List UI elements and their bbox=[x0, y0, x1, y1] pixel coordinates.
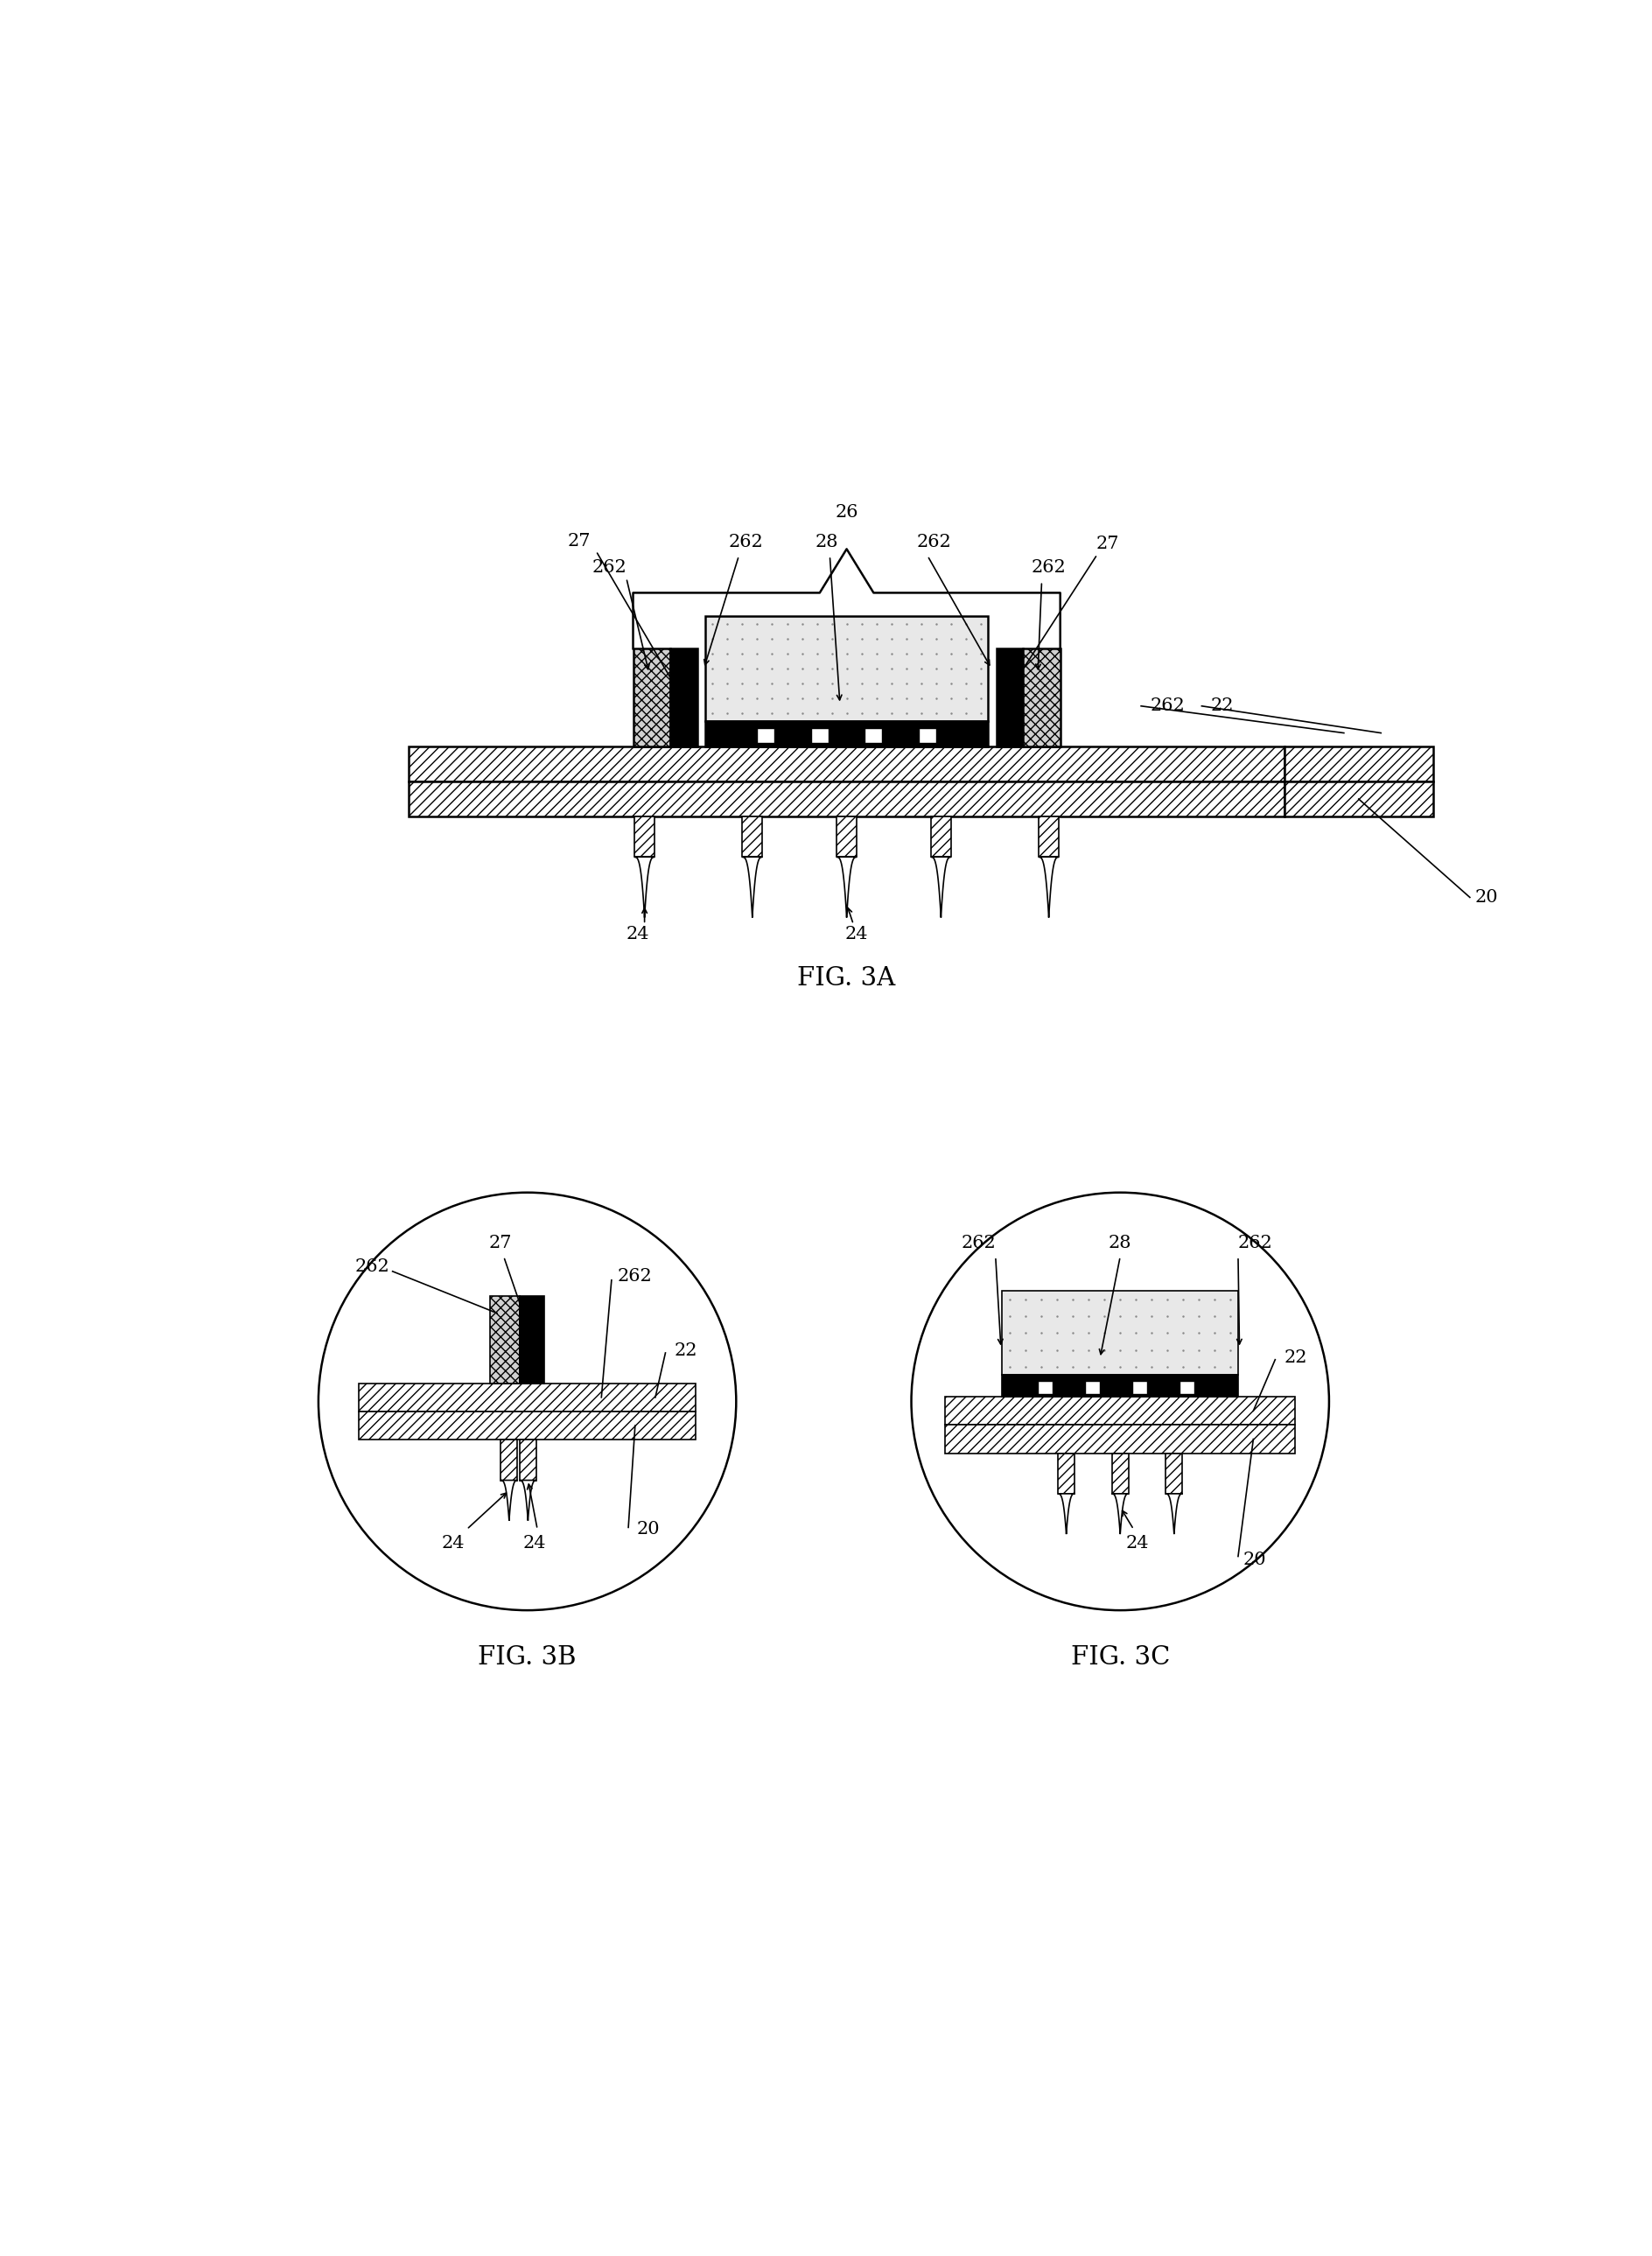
Bar bbox=[491, 1295, 520, 1383]
Text: 20: 20 bbox=[1475, 889, 1498, 905]
Bar bbox=[757, 729, 775, 742]
Bar bbox=[1037, 1381, 1052, 1394]
Bar bbox=[945, 1396, 1295, 1426]
Polygon shape bbox=[1039, 857, 1059, 918]
Text: 24: 24 bbox=[441, 1534, 464, 1552]
Bar bbox=[358, 1383, 695, 1412]
Text: 27: 27 bbox=[1095, 537, 1118, 553]
Text: 27: 27 bbox=[568, 532, 591, 548]
Text: 262: 262 bbox=[1031, 559, 1066, 575]
Text: 24: 24 bbox=[846, 927, 869, 943]
Text: 24: 24 bbox=[522, 1534, 545, 1552]
Text: 262: 262 bbox=[618, 1268, 653, 1286]
Bar bbox=[1085, 1381, 1100, 1394]
Bar bbox=[945, 1426, 1295, 1453]
Bar bbox=[358, 1412, 695, 1439]
Bar bbox=[930, 817, 952, 857]
Polygon shape bbox=[1112, 1493, 1128, 1534]
Bar bbox=[836, 817, 857, 857]
Text: 22: 22 bbox=[1284, 1349, 1307, 1365]
Text: 26: 26 bbox=[834, 503, 859, 521]
Bar bbox=[408, 747, 1285, 781]
Text: 262: 262 bbox=[355, 1259, 390, 1275]
Bar bbox=[1023, 650, 1061, 747]
Bar bbox=[1003, 1290, 1237, 1376]
Bar bbox=[705, 722, 988, 747]
Bar bbox=[408, 781, 1285, 817]
Bar bbox=[671, 650, 697, 747]
Text: FIG. 3A: FIG. 3A bbox=[798, 966, 895, 990]
Polygon shape bbox=[742, 857, 763, 918]
Polygon shape bbox=[1057, 1493, 1075, 1534]
Bar bbox=[705, 616, 988, 722]
Bar bbox=[633, 650, 671, 747]
Text: FIG. 3C: FIG. 3C bbox=[1070, 1645, 1170, 1669]
Text: 262: 262 bbox=[917, 535, 952, 550]
Text: 262: 262 bbox=[961, 1234, 996, 1252]
Polygon shape bbox=[501, 1480, 517, 1521]
Polygon shape bbox=[1166, 1493, 1183, 1534]
Bar bbox=[811, 729, 828, 742]
Bar bbox=[519, 1439, 537, 1480]
Text: 20: 20 bbox=[638, 1521, 661, 1539]
Bar bbox=[1180, 1381, 1194, 1394]
Polygon shape bbox=[836, 857, 857, 918]
Bar bbox=[1039, 817, 1059, 857]
Text: 28: 28 bbox=[1108, 1234, 1132, 1252]
Text: 262: 262 bbox=[1237, 1234, 1272, 1252]
Text: 28: 28 bbox=[814, 535, 838, 550]
Text: 262: 262 bbox=[1151, 697, 1186, 715]
Text: FIG. 3B: FIG. 3B bbox=[477, 1645, 577, 1669]
Text: 22: 22 bbox=[674, 1342, 697, 1358]
Text: 262: 262 bbox=[729, 535, 763, 550]
Bar bbox=[1112, 1453, 1128, 1493]
Bar bbox=[1166, 1453, 1183, 1493]
Bar bbox=[996, 650, 1023, 747]
Bar bbox=[634, 817, 654, 857]
Bar bbox=[1132, 1381, 1146, 1394]
Bar bbox=[1285, 747, 1432, 781]
Text: 27: 27 bbox=[489, 1234, 512, 1252]
Text: 22: 22 bbox=[1211, 697, 1234, 715]
Text: 24: 24 bbox=[626, 927, 649, 943]
Bar bbox=[1057, 1453, 1075, 1493]
Bar bbox=[501, 1439, 517, 1480]
Text: 24: 24 bbox=[1125, 1534, 1148, 1552]
Polygon shape bbox=[930, 857, 952, 918]
Bar bbox=[742, 817, 763, 857]
Bar bbox=[866, 729, 882, 742]
Bar bbox=[1285, 781, 1432, 817]
Bar bbox=[520, 1295, 544, 1383]
Bar bbox=[919, 729, 937, 742]
Polygon shape bbox=[519, 1480, 537, 1521]
Bar bbox=[1003, 1376, 1237, 1396]
Polygon shape bbox=[634, 857, 654, 918]
Text: 20: 20 bbox=[1244, 1552, 1267, 1568]
Text: 262: 262 bbox=[591, 559, 626, 575]
